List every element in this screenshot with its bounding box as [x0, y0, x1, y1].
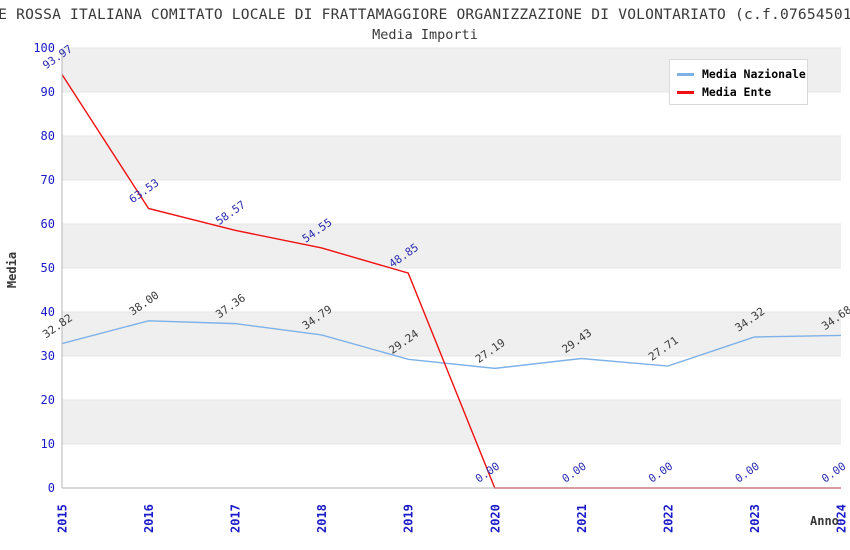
svg-text:2015: 2015: [56, 504, 70, 533]
legend-item-media-ente: Media Ente: [677, 83, 807, 101]
svg-text:2016: 2016: [142, 504, 156, 533]
svg-text:80: 80: [41, 129, 55, 143]
legend-line-swatch-nazionale: [677, 72, 694, 76]
y-axis-label: Media: [5, 251, 19, 289]
svg-text:20: 20: [41, 393, 55, 407]
legend-label-ente: Media Ente: [702, 85, 772, 99]
legend-label-nazionale: Media Nazionale: [702, 67, 806, 81]
legend: Media Nazionale Media Ente: [669, 59, 808, 105]
svg-text:0.00: 0.00: [733, 460, 762, 486]
chart-title: E ROSSA ITALIANA COMITATO LOCALE DI FRAT…: [0, 6, 850, 23]
svg-text:90: 90: [41, 85, 55, 99]
svg-text:30: 30: [41, 349, 55, 363]
legend-item-media-nazionale: Media Nazionale: [677, 65, 807, 83]
svg-text:2017: 2017: [229, 504, 243, 533]
svg-text:0: 0: [48, 481, 55, 495]
svg-text:2021: 2021: [575, 504, 589, 533]
svg-text:60: 60: [41, 217, 55, 231]
svg-text:2019: 2019: [402, 504, 416, 533]
svg-text:0.00: 0.00: [473, 460, 502, 486]
svg-text:70: 70: [41, 173, 55, 187]
svg-text:2022: 2022: [661, 504, 675, 533]
svg-text:2018: 2018: [315, 504, 329, 533]
svg-text:0.00: 0.00: [560, 460, 589, 486]
svg-text:2020: 2020: [488, 504, 502, 533]
x-axis-label: Anno: [810, 514, 839, 528]
chart-subtitle: Media Importi: [372, 27, 478, 43]
svg-text:58.57: 58.57: [213, 198, 248, 228]
legend-line-swatch-ente: [677, 90, 694, 94]
svg-text:2024: 2024: [835, 504, 849, 533]
svg-text:2023: 2023: [748, 504, 762, 533]
svg-text:0.00: 0.00: [646, 460, 675, 486]
svg-text:0.00: 0.00: [819, 460, 848, 486]
svg-text:50: 50: [41, 261, 55, 275]
svg-text:10: 10: [41, 437, 55, 451]
svg-text:100: 100: [33, 41, 55, 55]
svg-text:40: 40: [41, 305, 55, 319]
